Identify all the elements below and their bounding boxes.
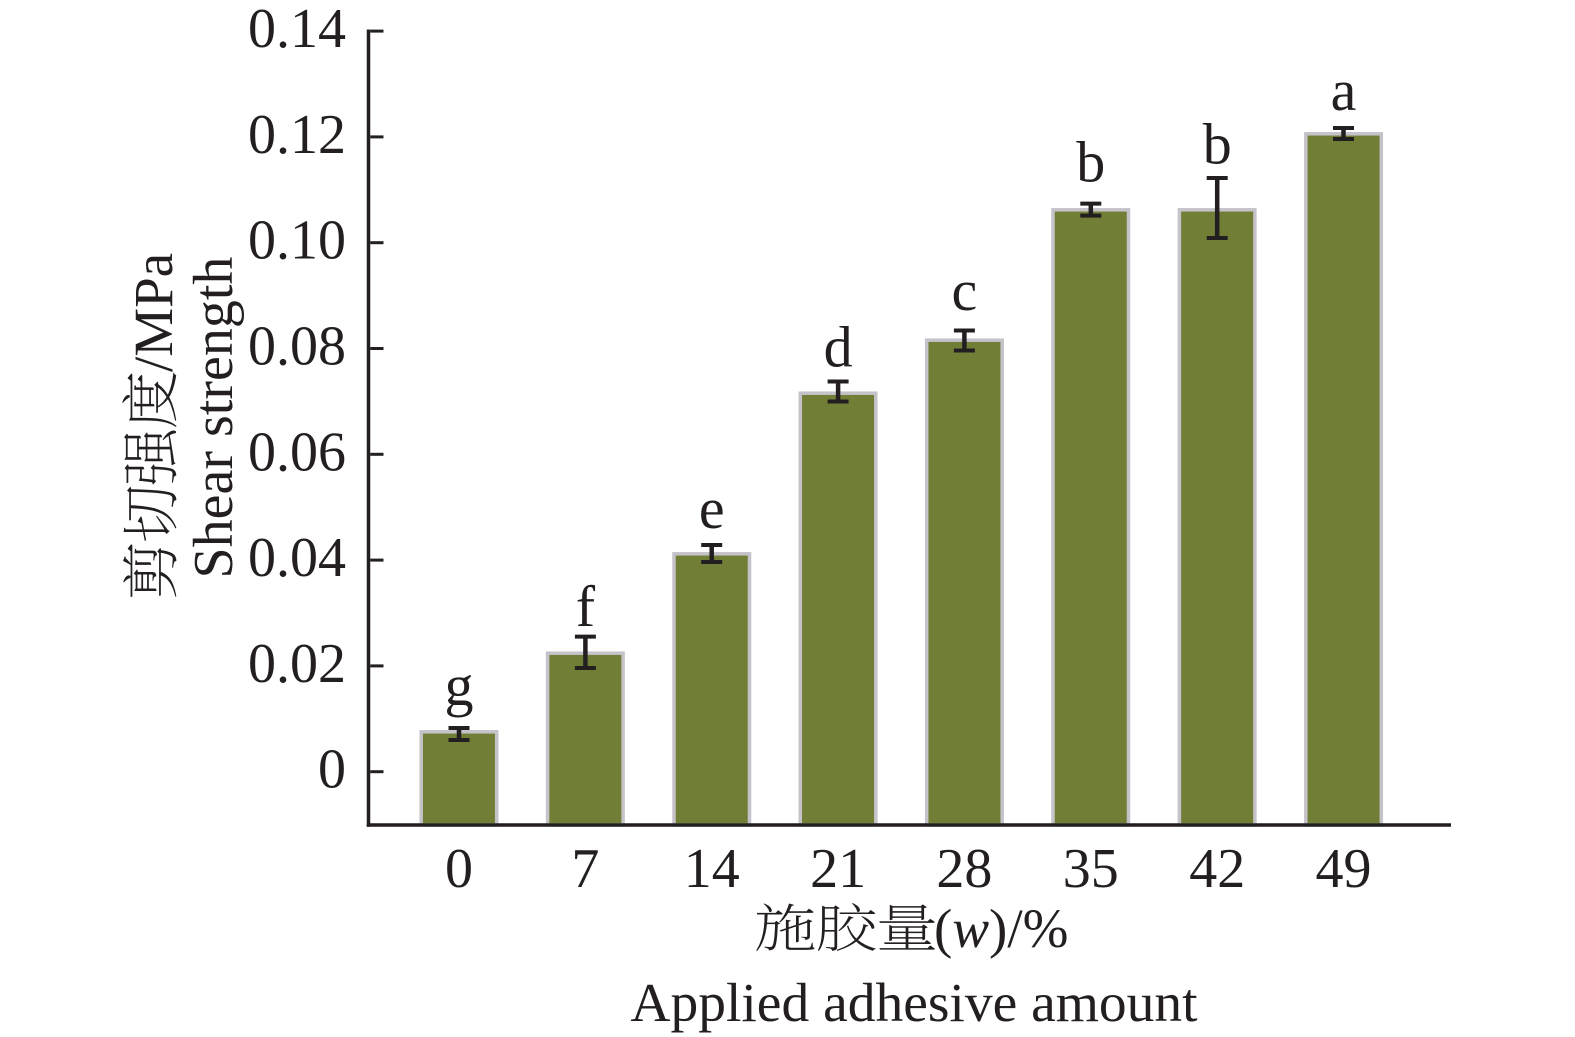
svg-text:g: g [445,653,474,718]
svg-text:21: 21 [810,838,866,900]
svg-text:35: 35 [1063,838,1119,900]
svg-text:e: e [699,476,725,541]
svg-text:0.02: 0.02 [248,633,346,695]
svg-text:28: 28 [936,838,992,900]
svg-text:0: 0 [445,838,473,900]
svg-text:0.12: 0.12 [248,104,346,166]
svg-text:d: d [824,315,853,380]
svg-text:f: f [576,574,596,639]
svg-text:Applied adhesive amount: Applied adhesive amount [630,973,1198,1034]
svg-text:Shear strength: Shear strength [183,257,245,579]
svg-text:14: 14 [684,838,740,900]
svg-text:0.06: 0.06 [248,421,346,483]
svg-text:b: b [1203,112,1232,177]
svg-text:42: 42 [1189,838,1245,900]
svg-text:b: b [1076,129,1105,194]
svg-text:49: 49 [1316,838,1372,900]
svg-text:0.10: 0.10 [248,210,346,272]
svg-text:0.08: 0.08 [248,316,346,378]
svg-text:(w)/%: (w)/% [934,898,1068,959]
svg-text:7: 7 [571,838,599,900]
svg-text:0: 0 [318,739,346,801]
svg-text:/MPa: /MPa [123,253,184,372]
svg-text:0.04: 0.04 [248,527,346,589]
svg-text:0.14: 0.14 [248,0,346,60]
svg-text:c: c [952,258,978,323]
svg-text:a: a [1331,58,1357,123]
